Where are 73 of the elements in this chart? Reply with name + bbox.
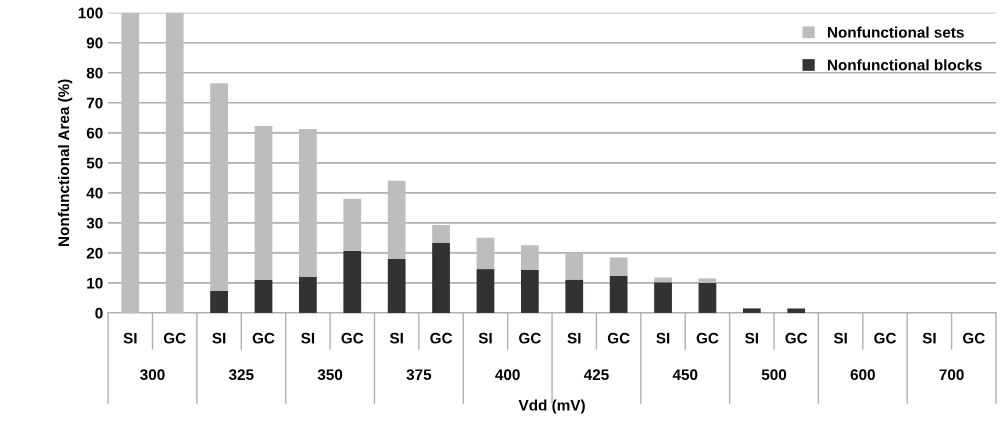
bar xyxy=(742,308,761,313)
x-tick-label: GC xyxy=(519,332,541,344)
x-tick-label: SI xyxy=(745,332,759,344)
legend-label: Nonfunctional blocks xyxy=(827,59,982,71)
bar xyxy=(299,276,317,313)
bar xyxy=(565,252,584,280)
y-tick-label: 80 xyxy=(86,67,103,79)
text: 300 xyxy=(140,369,165,381)
y-tick-label: 100 xyxy=(78,7,103,19)
y-axis-title: Nonfunctional Area (%) xyxy=(57,79,73,246)
bar xyxy=(609,257,628,276)
bar xyxy=(476,237,495,270)
bar xyxy=(165,12,184,313)
x-tick-label: GC xyxy=(696,332,719,344)
y-tick-label: 60 xyxy=(86,127,103,139)
bar xyxy=(520,269,539,313)
legend-label: Nonfunctional sets xyxy=(827,26,964,38)
y-tick-label: 70 xyxy=(86,97,103,109)
bar xyxy=(432,242,450,313)
text: 700 xyxy=(939,369,964,381)
bar xyxy=(698,282,717,313)
x-tick-label: SI xyxy=(212,332,226,344)
y-tick-label: 0 xyxy=(95,307,103,319)
x-tick-label: GC xyxy=(341,332,364,344)
bar xyxy=(387,258,406,313)
x-tick-label: GC xyxy=(607,332,630,344)
y-tick-label: 30 xyxy=(86,217,103,229)
bar xyxy=(787,308,806,313)
bar xyxy=(565,279,584,313)
y-tick-label: 50 xyxy=(86,157,103,169)
x-tick-label: SI xyxy=(833,332,847,344)
text: 500 xyxy=(761,369,787,381)
x-tick-label: SI xyxy=(567,332,581,344)
y-tick-label: 90 xyxy=(86,37,103,49)
x-tick-label: SI xyxy=(478,332,492,344)
text: 400 xyxy=(495,369,520,381)
bar xyxy=(299,128,317,277)
bar xyxy=(210,291,228,313)
bar xyxy=(520,245,539,270)
text: 425 xyxy=(583,369,609,381)
bar xyxy=(210,83,228,291)
bar xyxy=(698,278,717,283)
x-tick-label: SI xyxy=(123,332,137,344)
text: 350 xyxy=(317,369,343,381)
bar xyxy=(343,198,362,251)
x-tick-label: GC xyxy=(430,332,453,344)
y-tick-label: 10 xyxy=(87,277,103,289)
bar xyxy=(254,279,273,313)
text: 375 xyxy=(406,369,432,381)
x-tick-label: SI xyxy=(922,332,936,344)
x-tick-label: SI xyxy=(389,332,403,344)
x-tick-label: GC xyxy=(252,332,275,344)
text: 450 xyxy=(672,369,698,381)
y-tick-label: 40 xyxy=(86,187,103,199)
x-axis-title: Vdd (mV) xyxy=(518,399,585,414)
bar xyxy=(432,224,450,243)
bar xyxy=(343,250,362,313)
bar xyxy=(387,180,406,259)
bar xyxy=(609,275,628,313)
text: 325 xyxy=(228,369,254,381)
bar xyxy=(476,269,495,313)
y-tick-label: 20 xyxy=(86,247,103,259)
x-tick-label: GC xyxy=(163,332,186,344)
x-tick-label: GC xyxy=(874,332,897,344)
bar xyxy=(654,282,672,313)
text: 600 xyxy=(850,369,875,381)
bar xyxy=(654,277,672,283)
x-tick-label: SI xyxy=(301,332,315,344)
x-tick-label: GC xyxy=(962,332,985,344)
bar xyxy=(121,12,140,313)
x-tick-label: SI xyxy=(656,332,670,344)
x-tick-label: GC xyxy=(785,332,808,344)
bar xyxy=(254,125,273,280)
